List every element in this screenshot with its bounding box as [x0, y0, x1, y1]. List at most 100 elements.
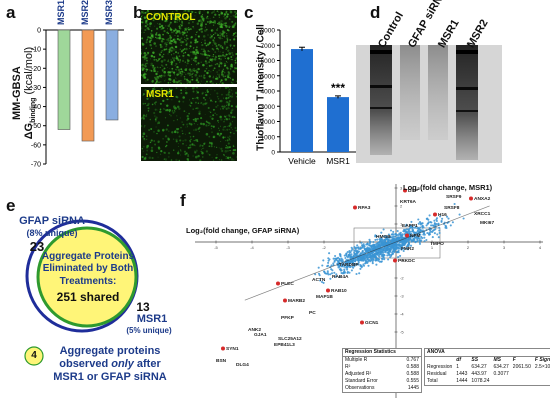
regstats-title: Regression Statistics — [342, 348, 422, 357]
regstats-value: 0.588 — [406, 364, 419, 370]
f-gene-label: PRKDC — [398, 258, 416, 264]
f-xtick-label: -5 — [214, 245, 218, 250]
f-gene-label: ACTN — [312, 277, 326, 283]
anova-cell: Residual — [427, 371, 447, 377]
f-highlight-point — [353, 205, 357, 210]
f-highlight-point — [221, 346, 225, 351]
f-ytick-label: -2 — [400, 276, 404, 281]
a-bar-msr1 — [57, 29, 71, 130]
panel-c-ylabel: Thioflavin T Intensity / Cell — [255, 24, 267, 151]
regstats-row: Adjusted R² 0.588 — [343, 371, 422, 378]
panel-b-letter: b — [133, 3, 144, 22]
anova-cell: 1443 — [456, 371, 468, 377]
lane-label-msr1: MSR1 — [436, 17, 462, 51]
f-scatter-points — [314, 202, 465, 284]
f-ytick-label: 1 — [400, 222, 403, 227]
anova-header-cell: F Significance — [534, 357, 550, 363]
scatter-ylabel: Log₂(fold change, MSR1) — [403, 183, 493, 192]
a-ytick-label: -20 — [31, 66, 41, 73]
a-ytick-label: -40 — [31, 104, 41, 111]
panel-a-chart: 0 -10 -20 -30 -40 -50 -60 -70 MSR1 MSR2 MSR3 — [31, 0, 124, 169]
gfap-count: 23 — [29, 239, 45, 254]
f-gene-label: SRSF9 — [446, 194, 462, 200]
lane-label-control: Control — [376, 10, 406, 51]
c-ytick-label: 0 — [271, 150, 275, 157]
regression-stats-table: Regression Statistics Multiple R 0.767 R² 0… — [342, 348, 422, 393]
f-ytick-label: -4 — [400, 312, 404, 317]
f-xtick-label: 4 — [539, 245, 542, 250]
a-bar-msr2 — [81, 29, 95, 142]
lane-label-msr2: MSR2 — [465, 17, 491, 51]
f-gene-label: GJA1 — [254, 332, 267, 338]
f-gene-label: HMGB — [376, 234, 391, 240]
bottom-text-l2: observed only after — [59, 358, 161, 370]
f-highlight-point — [283, 298, 287, 303]
regstats-key: Standard Error — [345, 378, 378, 384]
a-ytick-label: 0 — [37, 28, 41, 35]
anova-row: Total 1444 1078.24 — [425, 378, 550, 386]
anova-cell: 443.97 — [471, 371, 487, 377]
c-ytick-label: 5000 — [261, 73, 276, 80]
c-bar-vehicle — [291, 49, 313, 152]
anova-header-cell: SS — [471, 357, 479, 363]
a-ytick-label: -50 — [31, 123, 41, 130]
regstats-key: Observations — [345, 385, 375, 391]
f-gene-label: MARB2 — [288, 298, 305, 304]
panel-c-chart: 0 1000 2000 3000 4000 5000 6000 7000 8000 Vehicle… — [261, 28, 358, 166]
f-xtick-label: 3 — [503, 245, 506, 250]
venn-msr1-circle — [36, 226, 138, 328]
f-gene-label: SRSF8 — [444, 205, 460, 211]
a-bar-msr3 — [105, 29, 119, 121]
f-xtick-label: -2 — [322, 245, 326, 250]
msr1-title: MSR1 — [136, 313, 168, 325]
a-bar-label: MSR3 — [104, 0, 114, 25]
panel-c-letter: c — [244, 3, 254, 22]
anova-cell: 1078.24 — [471, 378, 490, 384]
scatter-plot: -5-4-3-2-112344321-1-2-3-4-5DSPSRSF9ANXA… — [195, 184, 543, 398]
msr1-count: 13 — [136, 300, 150, 314]
c-ytick-label: 4000 — [261, 89, 276, 96]
f-gene-label: EAPP1 — [402, 223, 418, 229]
f-highlight-point — [405, 233, 409, 238]
c-ytick-label: 7000 — [261, 43, 276, 50]
c-category-label: MSR1 — [326, 156, 350, 166]
venn-diagram — [24, 219, 139, 366]
f-gene-label: SLC25A12 — [278, 336, 302, 342]
f-highlight-point — [393, 258, 397, 263]
f-gene-label: DLG4 — [236, 362, 249, 368]
f-xtick-label: 2 — [467, 245, 470, 250]
anova-cell — [511, 378, 533, 386]
f-highlight-point — [403, 188, 407, 193]
f-gene-label: XRCC1 — [474, 211, 491, 217]
anova-cell: 2.5×10⁻²⁸⁰ — [534, 364, 550, 370]
f-gene-label: PLEC — [281, 281, 294, 287]
f-xtick-label: -4 — [250, 245, 254, 250]
c-ytick-label: 8000 — [261, 28, 276, 35]
anova-header-cell: F — [512, 357, 516, 363]
bottom-number-circle — [24, 346, 44, 366]
anova-header-cell: df — [456, 357, 462, 363]
anova-cell: 0.3077 — [493, 371, 509, 377]
f-ytick-label: -1 — [400, 258, 404, 263]
f-gene-label: TARDBP — [339, 262, 359, 268]
f-gene-label: ANXA2 — [474, 196, 491, 202]
anova-cell: 634.27 — [471, 364, 487, 370]
f-regression-line — [244, 205, 490, 301]
c-bar-msr1 — [327, 97, 349, 152]
f-gene-label: NFM — [410, 233, 420, 239]
anova-cell: Regression — [427, 364, 453, 370]
anova-cell — [533, 371, 550, 378]
anova-header-cell: MS — [493, 357, 502, 363]
c-ytick-label: 6000 — [261, 58, 276, 65]
panel-d-letter: d — [370, 3, 381, 22]
f-gene-label: BSN — [216, 358, 227, 364]
a-bar-label: MSR2 — [80, 0, 90, 25]
regstats-key: Adjusted R² — [345, 371, 372, 377]
anova-header-row: df SS MS F F Significance — [425, 357, 550, 365]
f-gene-label: KRT6A — [400, 199, 417, 205]
f-ytick-label: 2 — [400, 204, 403, 209]
anova-cell — [511, 371, 533, 378]
f-highlight-point — [276, 281, 280, 286]
